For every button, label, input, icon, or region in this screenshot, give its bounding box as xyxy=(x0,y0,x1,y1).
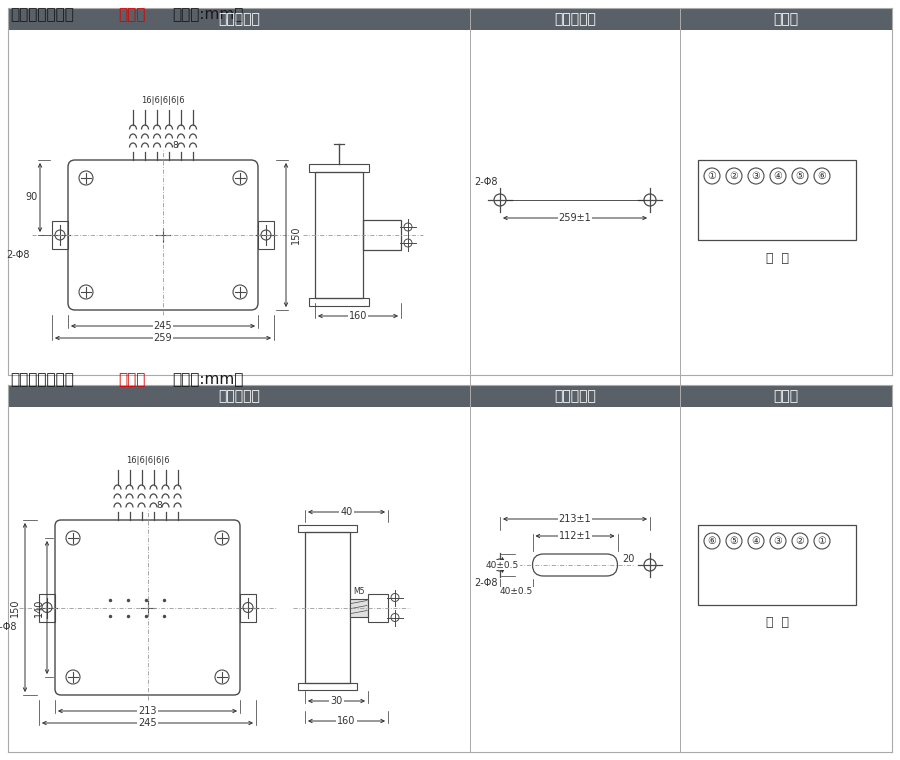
Text: 40±0.5: 40±0.5 xyxy=(500,587,533,597)
Text: 112±1: 112±1 xyxy=(559,531,591,541)
Text: 140: 140 xyxy=(34,598,44,616)
Text: ③: ③ xyxy=(774,536,782,546)
Text: （单位:mm）: （单位:mm） xyxy=(172,372,243,388)
Bar xyxy=(305,532,350,683)
Bar xyxy=(240,594,256,622)
Text: 背  视: 背 视 xyxy=(766,616,788,629)
Text: 150: 150 xyxy=(291,226,301,244)
Text: ③: ③ xyxy=(752,171,760,181)
Text: 安装开孔图: 安装开孔图 xyxy=(554,389,596,403)
Text: 259: 259 xyxy=(154,333,172,343)
Bar xyxy=(363,220,401,250)
Text: 245: 245 xyxy=(154,321,172,331)
Text: ④: ④ xyxy=(774,171,782,181)
Text: 2-Φ8: 2-Φ8 xyxy=(0,622,17,632)
Text: 259±1: 259±1 xyxy=(559,213,591,223)
Text: 8: 8 xyxy=(172,141,178,150)
Text: M5: M5 xyxy=(353,587,364,596)
Bar xyxy=(309,298,369,306)
Text: 2-Φ8: 2-Φ8 xyxy=(474,578,498,588)
Bar xyxy=(298,525,357,532)
Bar xyxy=(698,525,856,605)
Text: 20: 20 xyxy=(623,555,634,565)
Bar xyxy=(8,385,892,407)
Bar xyxy=(350,599,368,616)
Text: 端子图: 端子图 xyxy=(773,389,798,403)
Text: 端子图: 端子图 xyxy=(773,12,798,26)
Text: 245: 245 xyxy=(139,718,157,728)
Bar xyxy=(298,683,357,690)
Text: 160: 160 xyxy=(349,311,367,321)
Bar xyxy=(258,221,274,249)
Text: 30: 30 xyxy=(330,696,343,706)
Bar xyxy=(368,594,388,622)
Bar xyxy=(8,8,892,30)
Text: 90: 90 xyxy=(26,192,38,202)
Text: ①: ① xyxy=(817,536,826,546)
Text: （单位:mm）: （单位:mm） xyxy=(172,8,243,23)
Text: ⑥: ⑥ xyxy=(707,536,716,546)
Text: ④: ④ xyxy=(752,536,760,546)
Text: ②: ② xyxy=(730,171,738,181)
Bar xyxy=(52,221,68,249)
Text: 前接线: 前接线 xyxy=(118,8,146,23)
Text: 单相过流凸出式: 单相过流凸出式 xyxy=(10,8,74,23)
Text: 2-Φ8: 2-Φ8 xyxy=(6,250,30,260)
Bar xyxy=(39,594,55,622)
Text: 40±0.5: 40±0.5 xyxy=(486,561,519,569)
Text: 160: 160 xyxy=(338,716,356,726)
Text: 单相过流凸出式: 单相过流凸出式 xyxy=(10,372,74,388)
Text: 150: 150 xyxy=(10,598,20,617)
Text: 外形尺寸图: 外形尺寸图 xyxy=(218,389,260,403)
Text: ⑥: ⑥ xyxy=(817,171,826,181)
Bar xyxy=(309,164,369,172)
Text: 16|6|6|6|6: 16|6|6|6|6 xyxy=(126,456,169,465)
Text: 213: 213 xyxy=(139,706,157,716)
Text: 安装开孔图: 安装开孔图 xyxy=(554,12,596,26)
Text: ⑤: ⑤ xyxy=(730,536,738,546)
Text: 40: 40 xyxy=(340,507,353,517)
Text: 8: 8 xyxy=(157,502,162,511)
Text: ②: ② xyxy=(796,536,805,546)
Bar xyxy=(315,172,363,298)
Text: ⑤: ⑤ xyxy=(796,171,805,181)
Bar xyxy=(698,160,856,240)
Text: 16|6|6|6|6: 16|6|6|6|6 xyxy=(141,96,184,105)
Text: 213±1: 213±1 xyxy=(559,514,591,524)
Text: 2-Φ8: 2-Φ8 xyxy=(474,177,498,187)
Text: 后接线: 后接线 xyxy=(118,372,146,388)
Text: 外形尺寸图: 外形尺寸图 xyxy=(218,12,260,26)
Text: 前  视: 前 视 xyxy=(766,252,788,264)
Text: ①: ① xyxy=(707,171,716,181)
